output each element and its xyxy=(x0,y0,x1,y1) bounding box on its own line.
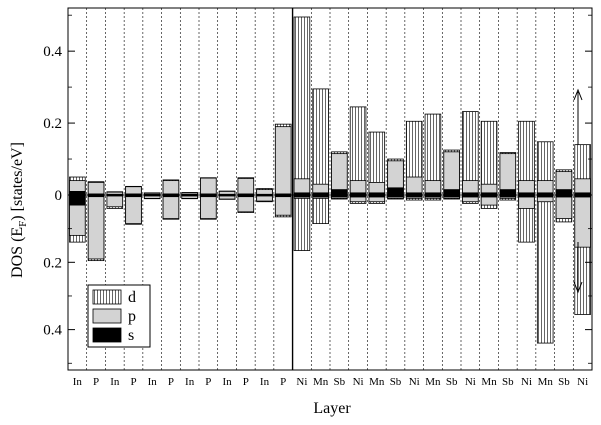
y-tick-label: 0.4 xyxy=(43,44,62,60)
spin-up-arrow-head xyxy=(573,88,583,101)
x-tick-label: In xyxy=(110,376,120,388)
x-tick-label: Mn xyxy=(369,376,385,388)
bar-up-s-26 xyxy=(555,189,573,196)
x-tick-label: Ni xyxy=(465,376,476,388)
bar-up-p-14 xyxy=(331,153,348,196)
x-tick-label: Sb xyxy=(334,376,346,388)
bar-down-p-3 xyxy=(125,194,142,225)
bar-down-p-27 xyxy=(574,194,591,248)
bar-up-s-23 xyxy=(499,189,517,196)
spin-arrows xyxy=(573,88,583,294)
y-tick-label: 0.4 xyxy=(43,323,62,339)
legend: dps xyxy=(87,284,151,348)
x-tick-label: Sb xyxy=(446,376,458,388)
x-tick-label: P xyxy=(93,376,99,388)
x-tick-label: P xyxy=(205,376,211,388)
x-tick-label: Mn xyxy=(538,376,554,388)
x-tick-label: P xyxy=(243,376,249,388)
legend-swatch-d xyxy=(92,289,122,305)
bar-up-s-17 xyxy=(387,187,404,196)
bar-down-d-13 xyxy=(312,194,329,225)
x-tick-label: P xyxy=(280,376,286,388)
x-tick-label: Mn xyxy=(425,376,441,388)
bar-up-p-5 xyxy=(162,180,180,196)
bar-up-p-23 xyxy=(499,153,517,196)
x-tick-label: Sb xyxy=(502,376,514,388)
x-tick-label: In xyxy=(148,376,158,388)
x-tick-label: In xyxy=(73,376,83,388)
y-tick-label: 0 xyxy=(55,188,63,204)
bar-up-p-1 xyxy=(87,182,105,196)
bar-up-s-14 xyxy=(331,189,348,196)
bar-down-s-0 xyxy=(69,194,86,206)
legend-label-d: d xyxy=(128,289,136,306)
x-tick-label: Ni xyxy=(353,376,364,388)
bar-up-s-0 xyxy=(69,191,86,196)
bar-down-p-11 xyxy=(274,194,292,216)
bar-up-d-12 xyxy=(293,16,311,196)
bar-down-p-2 xyxy=(106,194,124,208)
bar-down-p-7 xyxy=(200,194,217,219)
x-tick-label: In xyxy=(185,376,195,388)
x-tick-label: Mn xyxy=(313,376,329,388)
x-tick-label: Ni xyxy=(521,376,532,388)
bar-down-d-25 xyxy=(536,194,554,344)
x-tick-label: P xyxy=(130,376,136,388)
bar-up-s-20 xyxy=(443,189,460,196)
bar-down-p-5 xyxy=(162,194,180,219)
x-tick-label: P xyxy=(168,376,174,388)
x-tick-label: Mn xyxy=(481,376,497,388)
x-tick-label: Ni xyxy=(409,376,420,388)
y-tick-label: 0.2 xyxy=(43,255,62,271)
x-tick-label: In xyxy=(260,376,270,388)
y-tick-label: 0.2 xyxy=(43,116,62,132)
bar-up-d-13 xyxy=(312,88,329,196)
bar-up-p-18 xyxy=(405,176,423,196)
bar-down-p-9 xyxy=(237,194,255,213)
svg-text:DOS (EF) [states/eV]: DOS (EF) [states/eV] xyxy=(9,142,29,278)
y-axis-title-tail: ) [states/eV] xyxy=(9,142,26,221)
y-axis-title: DOS (EF) [states/eV] xyxy=(9,142,29,278)
bar-up-p-7 xyxy=(200,177,217,196)
x-tick-label: In xyxy=(222,376,232,388)
x-tick-label: Sb xyxy=(390,376,402,388)
legend-swatch-s xyxy=(92,327,122,343)
bar-up-p-9 xyxy=(237,178,255,196)
bar-down-p-26 xyxy=(555,194,573,219)
legend-label-s: s xyxy=(128,327,134,344)
bar-down-d-12 xyxy=(293,194,311,251)
x-tick-label: Sb xyxy=(558,376,570,388)
legend-swatch-p xyxy=(92,308,122,324)
bar-down-p-1 xyxy=(87,194,105,260)
y-axis-title-main: DOS (E xyxy=(9,227,26,278)
x-axis-title: Layer xyxy=(313,400,351,417)
y-axis-title-sub: F xyxy=(17,221,29,227)
spin-down-arrow-head xyxy=(573,281,583,294)
bar-up-p-11 xyxy=(274,126,292,196)
x-tick-label: Ni xyxy=(577,376,588,388)
legend-label-p: p xyxy=(128,308,136,325)
plot-frame xyxy=(67,7,593,371)
bar-up-p-20 xyxy=(443,151,460,196)
x-tick-label: Ni xyxy=(296,376,307,388)
axes: 0 0.2 0.4 0.2 0.4 In P In P In P In P In P In P Ni Mn Sb Ni M… xyxy=(43,7,593,388)
